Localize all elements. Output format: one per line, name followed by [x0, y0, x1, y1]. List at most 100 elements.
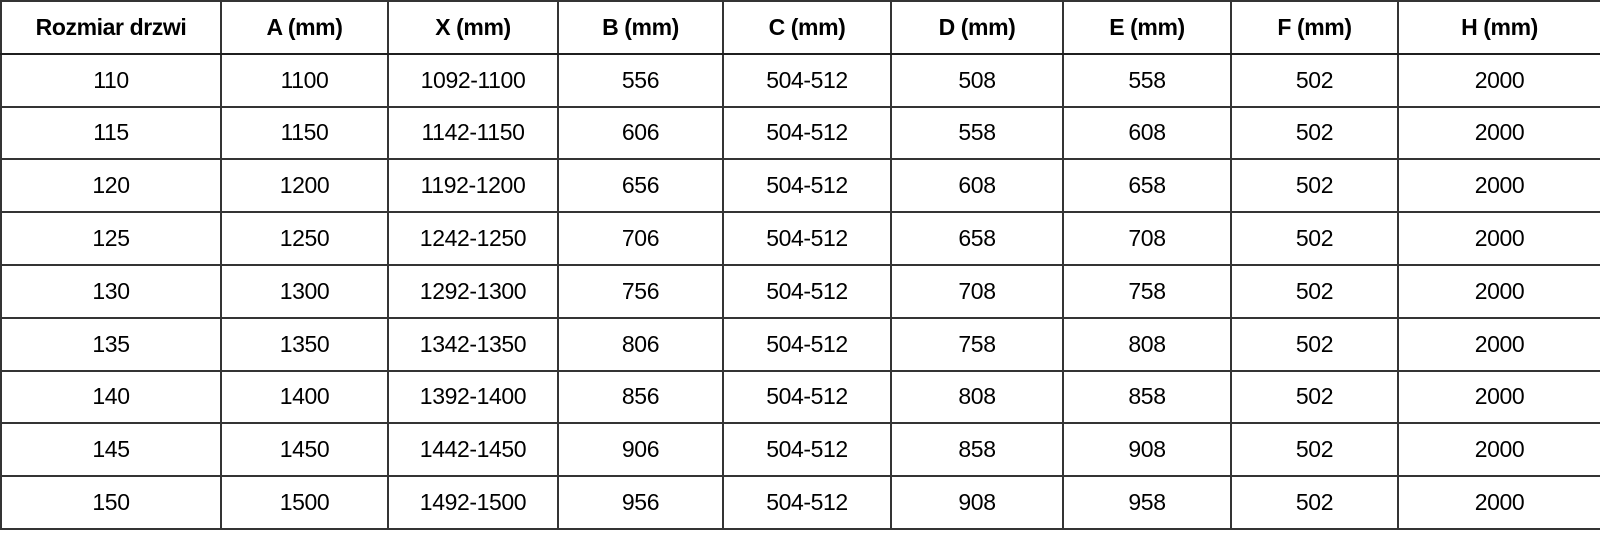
table-cell: 1250: [220, 211, 389, 266]
header-cell: Rozmiar drzwi: [0, 0, 222, 55]
table-cell: 135: [0, 316, 222, 372]
table-cell: 1492-1500: [387, 475, 559, 530]
table-cell: 1292-1300: [387, 263, 559, 319]
table-cell: 1450: [220, 422, 389, 478]
table-cell: 2000: [1397, 52, 1600, 108]
header-cell: E (mm): [1062, 0, 1232, 55]
table-cell: 502: [1230, 422, 1399, 478]
table-cell: 504-512: [722, 52, 892, 108]
table-cell: 1142-1150: [387, 105, 559, 161]
table-cell: 2000: [1397, 422, 1600, 478]
table-cell: 558: [1062, 52, 1232, 108]
table-row: 110 1100 1092-1100 556 504-512 508 558 502 2000: [0, 52, 1600, 108]
table-cell: 1100: [220, 52, 389, 108]
table-cell: 806: [557, 316, 724, 372]
table-row: 130 1300 1292-1300 756 504-512 708 758 502 2000: [0, 263, 1600, 319]
table-cell: 908: [1062, 422, 1232, 478]
table-cell: 502: [1230, 52, 1399, 108]
table-row: 145 1450 1442-1450 906 504-512 858 908 502 2000: [0, 422, 1600, 478]
table-cell: 1500: [220, 475, 389, 530]
table-cell: 145: [0, 422, 222, 478]
table-cell: 2000: [1397, 316, 1600, 372]
header-cell: X (mm): [387, 0, 559, 55]
table-cell: 2000: [1397, 105, 1600, 161]
table-row: 150 1500 1492-1500 956 504-512 908 958 502 2000: [0, 475, 1600, 530]
table-cell: 2000: [1397, 263, 1600, 319]
table-cell: 130: [0, 263, 222, 319]
table-cell: 502: [1230, 211, 1399, 266]
table-cell: 856: [557, 369, 724, 425]
header-cell: D (mm): [890, 0, 1064, 55]
table-cell: 504-512: [722, 158, 892, 214]
table-row: 125 1250 1242-1250 706 504-512 658 708 502 2000: [0, 211, 1600, 266]
table-cell: 1242-1250: [387, 211, 559, 266]
table-cell: 708: [890, 263, 1064, 319]
table-cell: 758: [890, 316, 1064, 372]
table-header-row: Rozmiar drzwi A (mm) X (mm) B (mm) C (mm) D (…: [0, 0, 1600, 55]
table-cell: 808: [890, 369, 1064, 425]
table-row: 120 1200 1192-1200 656 504-512 608 658 502 2000: [0, 158, 1600, 214]
table-cell: 1092-1100: [387, 52, 559, 108]
table-cell: 2000: [1397, 211, 1600, 266]
table-cell: 608: [1062, 105, 1232, 161]
table-cell: 658: [890, 211, 1064, 266]
table-cell: 758: [1062, 263, 1232, 319]
table-cell: 504-512: [722, 105, 892, 161]
table-cell: 858: [890, 422, 1064, 478]
header-cell: H (mm): [1397, 0, 1600, 55]
table-cell: 1442-1450: [387, 422, 559, 478]
table-cell: 504-512: [722, 475, 892, 530]
table-cell: 502: [1230, 475, 1399, 530]
table-row: 115 1150 1142-1150 606 504-512 558 608 502 2000: [0, 105, 1600, 161]
table-cell: 125: [0, 211, 222, 266]
table-cell: 502: [1230, 263, 1399, 319]
table-cell: 2000: [1397, 475, 1600, 530]
table-cell: 556: [557, 52, 724, 108]
table-cell: 1192-1200: [387, 158, 559, 214]
table-cell: 606: [557, 105, 724, 161]
table-cell: 504-512: [722, 263, 892, 319]
table-cell: 808: [1062, 316, 1232, 372]
table-cell: 502: [1230, 316, 1399, 372]
table-cell: 150: [0, 475, 222, 530]
table-cell: 502: [1230, 369, 1399, 425]
table-cell: 706: [557, 211, 724, 266]
header-cell: B (mm): [557, 0, 724, 55]
table-cell: 1400: [220, 369, 389, 425]
table-cell: 504-512: [722, 422, 892, 478]
table-cell: 1200: [220, 158, 389, 214]
table-cell: 140: [0, 369, 222, 425]
table-cell: 1392-1400: [387, 369, 559, 425]
table-cell: 656: [557, 158, 724, 214]
table-row: 140 1400 1392-1400 856 504-512 808 858 502 2000: [0, 369, 1600, 425]
table-body: 110 1100 1092-1100 556 504-512 508 558 502 2000 1…: [0, 52, 1600, 530]
table-cell: 502: [1230, 105, 1399, 161]
table-cell: 708: [1062, 211, 1232, 266]
header-cell: F (mm): [1230, 0, 1399, 55]
table-cell: 110: [0, 52, 222, 108]
header-cell: A (mm): [220, 0, 389, 55]
table-cell: 658: [1062, 158, 1232, 214]
table-cell: 1350: [220, 316, 389, 372]
table-cell: 1300: [220, 263, 389, 319]
table-cell: 508: [890, 52, 1064, 108]
table-cell: 115: [0, 105, 222, 161]
table-cell: 906: [557, 422, 724, 478]
header-cell: C (mm): [722, 0, 892, 55]
table-cell: 608: [890, 158, 1064, 214]
table-cell: 504-512: [722, 316, 892, 372]
table-cell: 1342-1350: [387, 316, 559, 372]
table-cell: 2000: [1397, 369, 1600, 425]
table-cell: 120: [0, 158, 222, 214]
table-cell: 956: [557, 475, 724, 530]
table-cell: 558: [890, 105, 1064, 161]
table-cell: 2000: [1397, 158, 1600, 214]
table-cell: 502: [1230, 158, 1399, 214]
table-cell: 908: [890, 475, 1064, 530]
table-cell: 858: [1062, 369, 1232, 425]
table-cell: 1150: [220, 105, 389, 161]
table-row: 135 1350 1342-1350 806 504-512 758 808 502 2000: [0, 316, 1600, 372]
table-cell: 958: [1062, 475, 1232, 530]
table-cell: 504-512: [722, 211, 892, 266]
